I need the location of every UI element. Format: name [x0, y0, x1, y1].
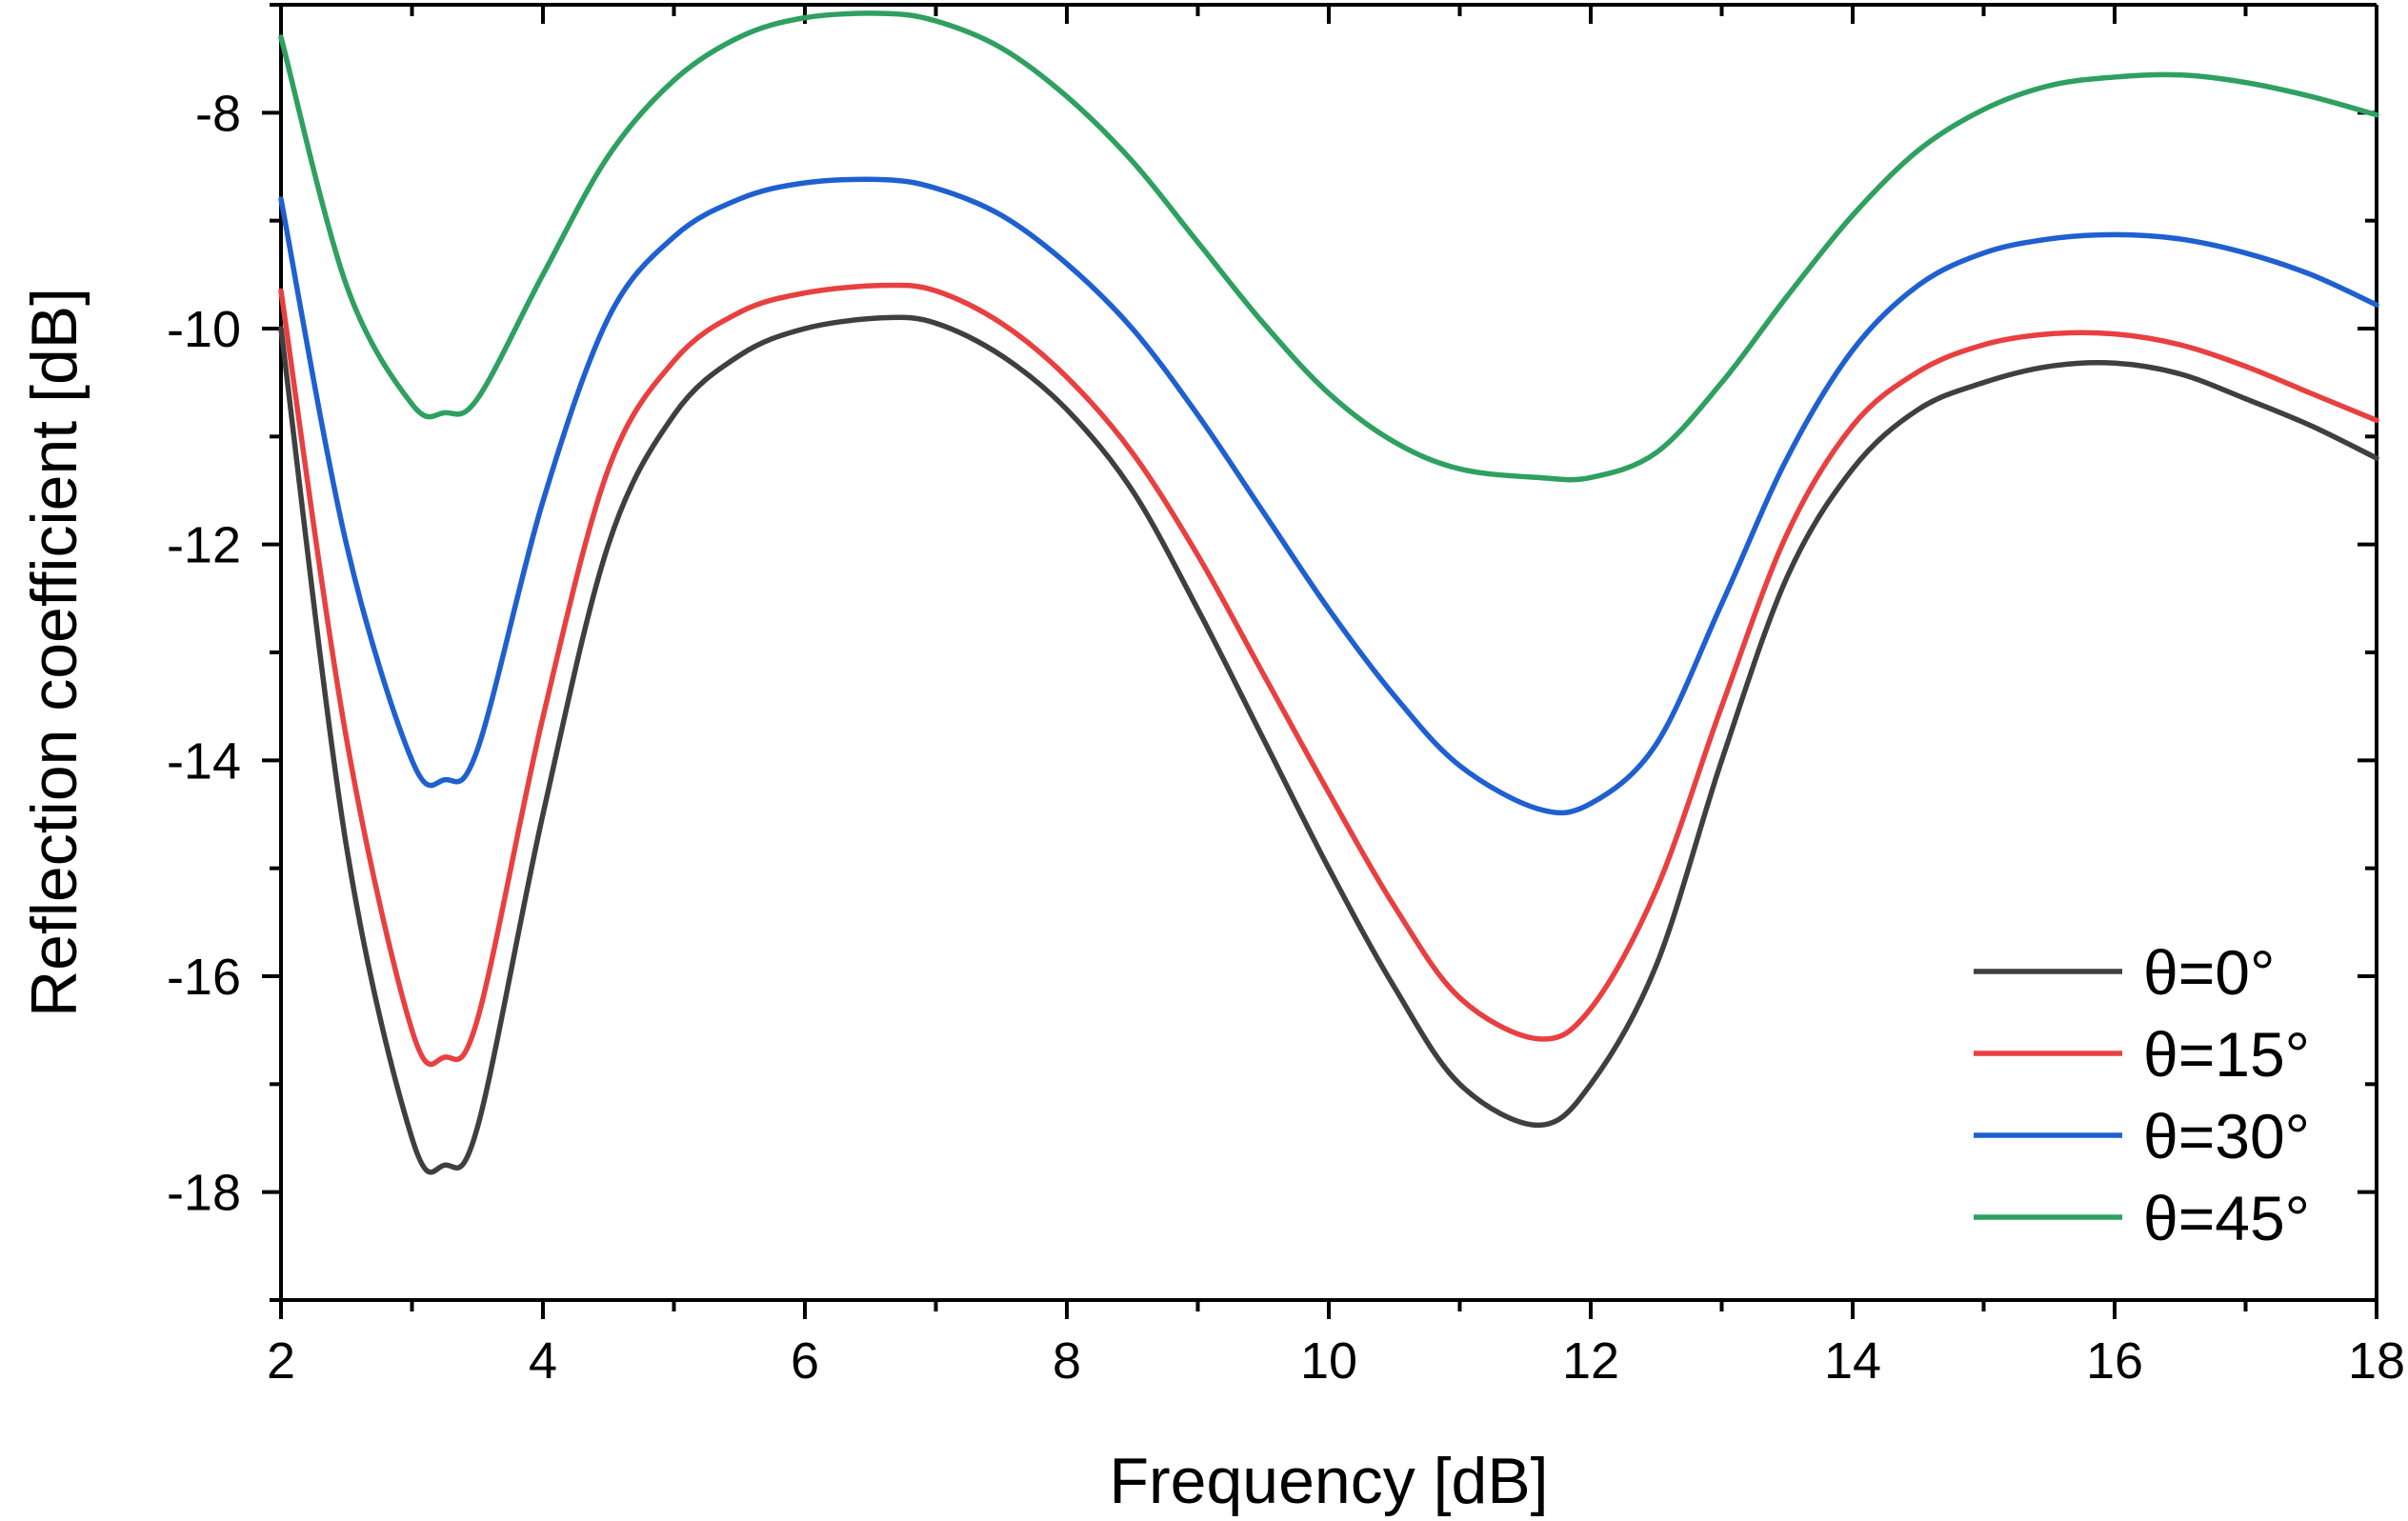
legend: θ=0° θ=15° θ=30° θ=45° [1974, 937, 2310, 1253]
x-tick-label: 2 [267, 1332, 295, 1390]
plot-frame [279, 3, 2378, 1302]
x-tick-label: 8 [1053, 1332, 1081, 1390]
y-tick-label: -12 [167, 517, 241, 574]
series-line-theta15 [278, 282, 2379, 1068]
x-tick-label: 14 [1824, 1332, 1881, 1390]
x-tick-label: 10 [1300, 1332, 1357, 1390]
series-line-theta45 [278, 10, 2379, 483]
y-tick-label: -14 [167, 732, 241, 790]
y-axis-ticks: -18 -16 -14 -12 -10 -8 [167, 3, 2377, 1302]
x-axis-title: Frequency [dB] [1109, 1445, 1548, 1517]
y-tick-label: -8 [195, 85, 241, 142]
legend-label-theta45: θ=45° [2143, 1183, 2310, 1253]
y-tick-label: -16 [167, 949, 241, 1006]
y-tick-label: -18 [167, 1165, 241, 1222]
y-axis-title: Reflection coefficient [dB] [18, 288, 90, 1017]
series-line-theta0 [278, 314, 2379, 1175]
series-line-theta30 [278, 176, 2379, 816]
x-tick-label: 12 [1562, 1332, 1619, 1390]
legend-label-theta0: θ=0° [2143, 937, 2275, 1008]
x-axis-ticks: 2 4 6 8 10 12 14 16 18 [267, 5, 2405, 1390]
x-tick-label: 6 [791, 1332, 819, 1390]
legend-label-theta15: θ=15° [2143, 1019, 2310, 1090]
x-tick-label: 16 [2086, 1332, 2143, 1390]
x-tick-label: 18 [2348, 1332, 2405, 1390]
x-tick-label: 4 [529, 1332, 557, 1390]
legend-label-theta30: θ=30° [2143, 1101, 2310, 1171]
y-tick-label: -10 [167, 301, 241, 358]
series-lines [278, 10, 2379, 1175]
